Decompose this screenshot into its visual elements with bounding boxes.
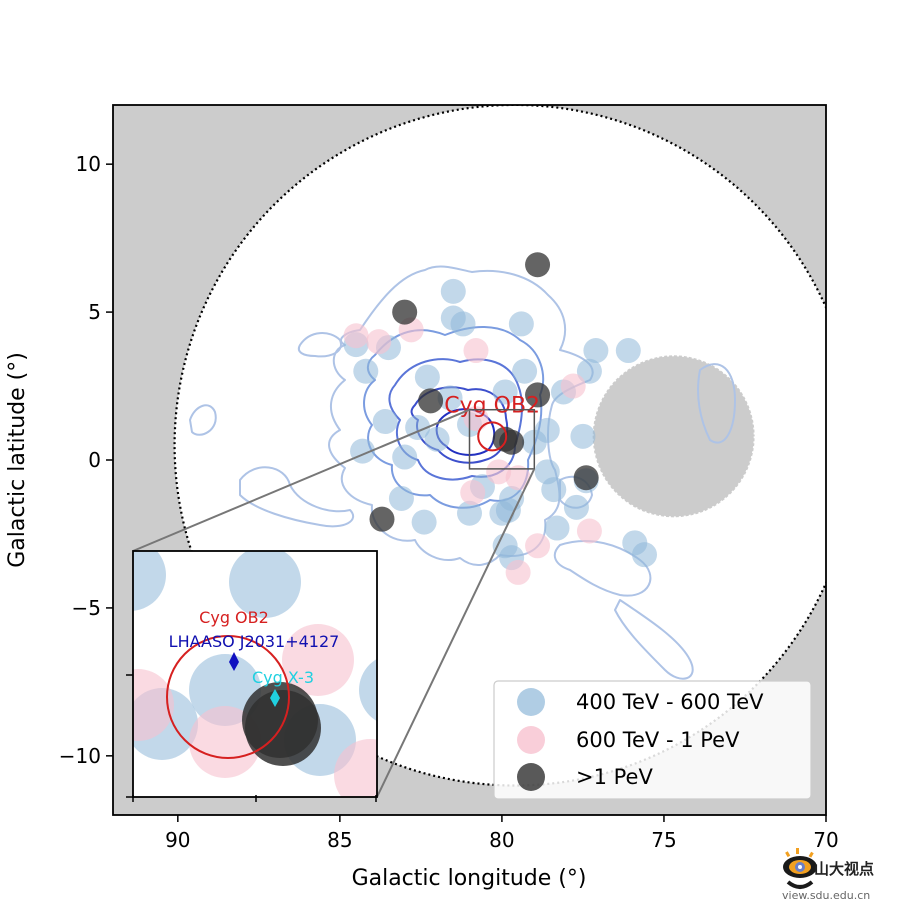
- point-400-600-tev: [489, 500, 515, 526]
- watermark-url-text: view.sdu.edu.cn: [782, 889, 870, 902]
- point-gt-1-pev: [499, 429, 525, 455]
- point-600-tev-1-pev: [460, 480, 486, 506]
- inset-point-600-tev-1-pev: [282, 624, 354, 696]
- point-400-600-tev: [414, 364, 440, 390]
- contour-level-1f: [614, 599, 694, 680]
- y-tick-label: −10: [59, 744, 101, 768]
- watermark-logo: 山大视点 view.sdu.edu.cn: [782, 848, 874, 902]
- point-400-600-tev: [544, 515, 570, 541]
- point-400-600-tev: [615, 338, 641, 364]
- inset-points: [133, 551, 377, 797]
- y-axis-title: Galactic latitude (°): [5, 352, 30, 568]
- point-400-600-tev: [411, 509, 437, 535]
- eye-logo-icon: [783, 848, 817, 889]
- lhaaso-diamond-marker: [229, 652, 239, 671]
- inset-cygx3-label: Cyg X-3: [252, 668, 314, 687]
- x-tick-label: 70: [813, 828, 838, 852]
- masked-region-circle: [591, 354, 756, 519]
- inset-point-600-tev-1-pev: [133, 669, 174, 741]
- point-400-600-tev: [541, 477, 567, 503]
- point-600-tev-1-pev: [560, 373, 586, 399]
- point-gt-1-pev: [573, 465, 599, 491]
- point-gt-1-pev: [369, 506, 395, 532]
- point-600-tev-1-pev: [343, 323, 369, 349]
- inset-lhaaso-label: LHAASO J2031+4127: [169, 632, 340, 651]
- point-600-tev-1-pev: [576, 518, 602, 544]
- y-tick-label: −5: [72, 596, 101, 620]
- point-400-600-tev: [512, 358, 538, 384]
- point-400-600-tev: [450, 311, 476, 337]
- point-600-tev-1-pev: [463, 338, 489, 364]
- y-tick-label: 0: [88, 448, 101, 472]
- inset-point-400-600-tev: [359, 658, 377, 722]
- y-tick-label: 5: [88, 300, 101, 324]
- point-400-600-tev: [424, 426, 450, 452]
- inset-connector-line: [376, 468, 536, 798]
- zoom-box: [468, 408, 536, 470]
- point-400-600-tev: [440, 278, 466, 304]
- inset-point-400-600-tev: [133, 551, 166, 611]
- point-gt-1-pev: [525, 252, 551, 278]
- contour-level-1d: [239, 466, 355, 528]
- point-gt-1-pev: [525, 382, 551, 408]
- point-600-tev-1-pev: [486, 459, 512, 485]
- point-600-tev-1-pev: [505, 559, 531, 585]
- inset-panel: Cyg OB2 LHAASO J2031+4127 Cyg X-3: [126, 550, 378, 802]
- inset-point-600-tev-1-pev: [334, 739, 377, 797]
- series-600-tev-1-pev: [343, 317, 602, 585]
- x-tick-label: 75: [651, 828, 676, 852]
- point-400-600-tev: [437, 385, 463, 411]
- point-400-600-tev: [353, 358, 379, 384]
- y-axis-ticks: 10 5 0 −5 −10: [59, 152, 113, 768]
- x-axis-title: Galactic longitude (°): [352, 866, 587, 891]
- point-400-600-tev: [570, 423, 596, 449]
- x-tick-label: 80: [489, 828, 514, 852]
- inset-cyg-ob2-label: Cyg OB2: [199, 608, 269, 627]
- x-tick-label: 90: [165, 828, 190, 852]
- inset-point-gt-1-pev: [245, 690, 321, 766]
- y-tick-label: 10: [76, 152, 101, 176]
- contour-level-1b: [297, 332, 342, 358]
- legend-marker-gt-1-pev: [517, 763, 545, 791]
- point-gt-1-pev: [418, 388, 444, 414]
- inset-point-400-600-tev: [189, 654, 261, 726]
- legend-marker-400-600-tev: [517, 688, 545, 716]
- inset-connector-line: [132, 408, 470, 552]
- inset-cyg-ob2-circle: [166, 635, 290, 759]
- inset-point-400-600-tev: [229, 551, 301, 618]
- legend: 400 TeV - 600 TeV 600 TeV - 1 PeV >1 PeV: [493, 680, 812, 800]
- legend-label-600-tev-1-pev: 600 TeV - 1 PeV: [576, 728, 740, 752]
- x-axis-ticks: 90 85 80 75 70: [165, 815, 839, 852]
- cyg-ob2-circle: [477, 421, 508, 452]
- point-400-600-tev: [632, 542, 658, 568]
- point-400-600-tev: [388, 485, 414, 511]
- point-600-tev-1-pev: [366, 329, 392, 355]
- cygx3-diamond-marker: [270, 689, 280, 707]
- legend-label-gt-1-pev: >1 PeV: [576, 765, 653, 789]
- point-400-600-tev: [492, 379, 518, 405]
- point-400-600-tev: [457, 500, 482, 526]
- point-400-600-tev: [392, 444, 418, 470]
- watermark-cn-text: 山大视点: [814, 860, 874, 878]
- x-tick-label: 85: [327, 828, 352, 852]
- point-gt-1-pev: [392, 299, 418, 325]
- contour-level-1g: [697, 363, 736, 444]
- legend-marker-600-tev-1-pev: [517, 726, 545, 754]
- point-400-600-tev: [583, 338, 609, 364]
- contour-level-1c: [189, 404, 217, 436]
- contour-level-1e: [553, 539, 652, 597]
- point-400-600-tev: [563, 494, 589, 520]
- point-600-tev-1-pev: [525, 533, 551, 559]
- point-400-600-tev: [508, 311, 534, 337]
- point-400-600-tev: [372, 409, 398, 435]
- point-400-600-tev: [576, 358, 602, 384]
- legend-label-400-600-tev: 400 TeV - 600 TeV: [576, 690, 764, 714]
- point-600-tev-1-pev: [505, 465, 531, 491]
